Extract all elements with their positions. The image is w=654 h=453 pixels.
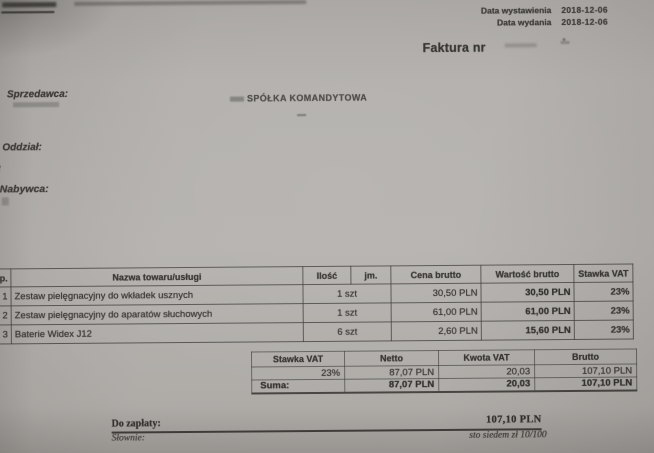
item-qty: 1 szt <box>302 283 392 304</box>
col-vat: Stawka VAT <box>573 263 633 283</box>
col-qty: Ilość <box>302 266 351 285</box>
seller-company-name: SPÓŁKA KOMANDYTOWA <box>246 92 368 104</box>
item-unit-price: 30,50 PLN <box>390 283 482 303</box>
col-value: Wartość brutto <box>480 264 574 284</box>
vat-sum-net: 87,07 PLN <box>344 378 439 393</box>
col-net: Netto <box>344 350 439 367</box>
redacted-company-prefix <box>229 96 245 102</box>
item-qty: 6 szt <box>303 321 392 342</box>
amount-due-label: Do zapłaty: <box>111 418 161 430</box>
item-vat: 23% <box>574 300 634 321</box>
cut-off-text-underline <box>1 11 55 14</box>
date-issued-label: Data wystawienia <box>480 5 552 16</box>
item-row: 3 Baterie Widex J12 6 szt 2,60 PLN 15,60… <box>0 319 634 345</box>
cut-off-text-fragment <box>74 0 307 6</box>
vat-sum-row: Suma: 87,07 PLN 20,03 107,10 PLN <box>251 376 637 393</box>
item-value: 15,60 PLN <box>481 320 575 341</box>
cut-off-character: ł <box>0 162 1 174</box>
dash-mark <box>297 114 307 117</box>
item-unit-price: 2,60 PLN <box>391 321 482 341</box>
seller-label: Sprzedawca: <box>6 88 69 101</box>
vat-sum-label: Suma: <box>251 379 345 393</box>
item-lp: 3 <box>0 324 12 345</box>
vat-rate: 23% <box>251 366 345 380</box>
item-lp: 2 <box>0 305 12 326</box>
items-table: Lp. Nazwa towaru/usługi Ilość jm. Cena b… <box>0 263 634 345</box>
col-vat-amount: Kwota VAT <box>438 349 535 366</box>
item-vat: 23% <box>574 319 634 340</box>
vat-summary-table: Stawka VAT Netto Kwota VAT Brutto 23% 87… <box>251 348 637 394</box>
amount-in-words-label: Słownie: <box>111 433 145 444</box>
branch-label: Oddział: <box>2 142 42 154</box>
vat-sum-amount: 20,03 <box>438 377 535 392</box>
item-value: 30,50 PLN <box>480 282 575 303</box>
speck <box>562 38 566 42</box>
item-lp: 1 <box>0 286 12 307</box>
erased-invoice-number <box>560 40 570 45</box>
col-lp: Lp. <box>0 268 11 288</box>
item-vat: 23% <box>573 281 634 302</box>
col-gross: Brutto <box>534 348 637 365</box>
item-name: Zestaw pielęgnacyjny do aparatów słuchow… <box>11 303 304 325</box>
cut-off-text-fragment <box>2 2 57 8</box>
item-qty: 1 szt <box>303 302 392 323</box>
date-issued-value: 2018-12-06 <box>561 4 608 16</box>
col-name: Nazwa towaru/usługi <box>10 266 303 287</box>
col-unit-price: Cena brutto <box>390 265 481 284</box>
item-name: Baterie Widex J12 <box>11 322 304 344</box>
col-unit: jm. <box>350 265 391 285</box>
vat-amount: 20,03 <box>438 364 535 379</box>
date-release-value: 2018-12-06 <box>561 16 608 28</box>
invoice-title: Faktura nr <box>422 40 486 56</box>
date-release-label: Data wydania <box>497 17 552 28</box>
vat-sum-gross: 107,10 PLN <box>534 376 637 391</box>
amount-due-value: 107,10 PLN <box>485 414 542 426</box>
redacted-buyer-details <box>1 197 9 206</box>
item-unit-price: 61,00 PLN <box>391 302 482 322</box>
vat-net: 87,07 PLN <box>344 365 439 380</box>
item-value: 61,00 PLN <box>481 301 575 322</box>
vat-gross: 107,10 PLN <box>534 363 637 378</box>
amount-in-words-value: sto siedem zł 10/100 <box>469 430 547 441</box>
erased-invoice-number <box>504 43 537 48</box>
buyer-label: Nabywca: <box>0 183 49 196</box>
item-name: Zestaw pielęgnacyjny do wkładek usznych <box>10 284 304 306</box>
redacted-seller-details <box>13 101 60 108</box>
col-vat-rate: Stawka VAT <box>251 351 345 367</box>
